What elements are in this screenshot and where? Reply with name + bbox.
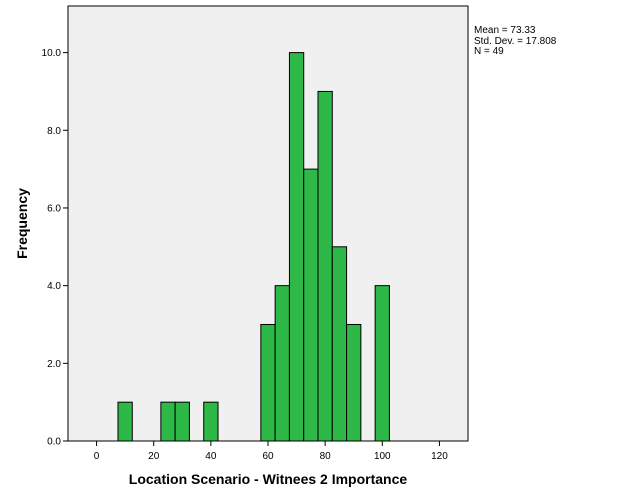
x-tick-label: 0 <box>94 451 100 462</box>
histogram-bar-0 <box>117 401 133 442</box>
stats-mean: Mean = 73.33 <box>474 25 536 36</box>
y-tick-label: 10.0 <box>42 48 62 59</box>
histogram-bar-7 <box>303 168 319 442</box>
y-tick-label: 8.0 <box>47 126 61 137</box>
x-tick-label: 20 <box>148 451 160 462</box>
x-tick-label: 120 <box>431 451 448 462</box>
histogram-bar-11 <box>374 285 390 442</box>
y-tick-label: 2.0 <box>47 359 61 370</box>
x-tick-label: 100 <box>374 451 391 462</box>
histogram-bar-10 <box>346 323 362 442</box>
x-axis: 0 20 40 60 80 100 120 <box>94 441 448 462</box>
x-axis-title: Location Scenario - Witnees 2 Importance <box>129 471 408 487</box>
stats-box: Mean = 73.33 Std. Dev. = 17.808 N = 49 <box>474 25 557 58</box>
stats-n: N = 49 <box>474 46 504 57</box>
y-axis-title: Frequency <box>14 188 30 259</box>
y-tick-label: 6.0 <box>47 203 61 214</box>
x-tick-label: 60 <box>262 451 274 462</box>
histogram-bar-2 <box>174 401 190 442</box>
histogram-bar-6 <box>288 52 305 442</box>
histogram-bar-3 <box>203 401 219 442</box>
x-tick-label: 40 <box>205 451 217 462</box>
histogram-bar-8 <box>317 90 333 442</box>
histogram-bar-1 <box>160 401 176 442</box>
y-tick-label: 4.0 <box>47 281 61 292</box>
y-tick-label: 0.0 <box>47 437 61 448</box>
x-tick-label: 80 <box>320 451 332 462</box>
histogram-bar-5 <box>274 285 290 442</box>
stats-std-dev: Std. Dev. = 17.808 <box>474 35 557 47</box>
bars-group <box>117 52 390 442</box>
histogram-bar-9 <box>331 246 348 442</box>
y-axis: 0.0 2.0 4.0 6.0 8.0 10.0 <box>42 48 68 448</box>
histogram-bar-4 <box>260 323 276 442</box>
